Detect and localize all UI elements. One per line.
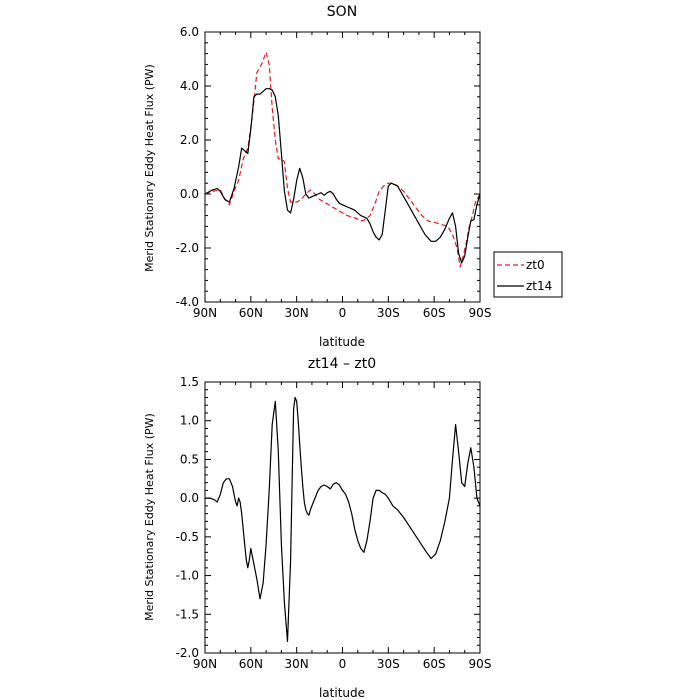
top-chart-x-tick-label: 0 bbox=[339, 306, 347, 320]
bottom-chart-x-tick-label: 90S bbox=[469, 657, 492, 671]
bottom-chart-xlabel: latitude bbox=[319, 686, 365, 700]
legend-label-zt14: zt14 bbox=[526, 279, 552, 293]
bottom-chart-y-tick-label: 1.0 bbox=[180, 414, 199, 428]
top-chart-y-tick-label: 2.0 bbox=[180, 133, 199, 147]
bottom-chart-y-tick-label: 0.5 bbox=[180, 452, 199, 466]
top-chart-y-tick-label: 0.0 bbox=[180, 187, 199, 201]
top-chart-x-tick-label: 90S bbox=[469, 306, 492, 320]
top-chart-title: SON bbox=[327, 4, 357, 20]
bottom-chart-x-tick-label: 90N bbox=[193, 657, 217, 671]
legend-label-zt0: zt0 bbox=[526, 258, 545, 272]
legend: zt0 zt14 bbox=[493, 251, 563, 298]
top-chart-series-line-zt14 bbox=[204, 88, 481, 264]
bottom-chart-y-tick-label: -0.5 bbox=[176, 530, 199, 544]
legend-box bbox=[493, 251, 563, 298]
bottom-chart-ylabel: Merid Stationary Eddy Heat Flux (PW) bbox=[143, 413, 156, 621]
top-chart-x-tick-label: 30S bbox=[377, 306, 400, 320]
top-chart: SON latitude Merid Stationary Eddy Heat … bbox=[143, 4, 563, 349]
bottom-chart-y-tick-label: -2.0 bbox=[176, 646, 199, 660]
bottom-chart-frame bbox=[204, 381, 481, 654]
bottom-chart-x-tick-label: 60S bbox=[423, 657, 446, 671]
bottom-chart-plot-area: 90N 60N 30N 0 30S 60S 90S -2.0 -1.5 -1.0 -0.5 0.0 0.… bbox=[176, 375, 492, 671]
top-chart-ylabel: Merid Stationary Eddy Heat Flux (PW) bbox=[143, 64, 156, 272]
bottom-chart: zt14 – zt0 latitude Merid Stationary Edd… bbox=[143, 356, 491, 700]
top-chart-x-tick-label: 60S bbox=[423, 306, 446, 320]
top-chart-y-tick-label: -2.0 bbox=[176, 241, 199, 255]
top-chart-x-tick-label: 30N bbox=[285, 306, 309, 320]
bottom-chart-x-tick-label: 30S bbox=[377, 657, 400, 671]
top-chart-xlabel: latitude bbox=[319, 335, 365, 349]
bottom-chart-x-tick-label: 0 bbox=[339, 657, 347, 671]
top-chart-x-tick-label: 90N bbox=[193, 306, 217, 320]
bottom-chart-y-tick-label: 0.0 bbox=[180, 491, 199, 505]
bottom-chart-title: zt14 – zt0 bbox=[308, 356, 376, 372]
top-chart-y-tick-label: 4.0 bbox=[180, 79, 199, 93]
top-chart-y-tick-label: 6.0 bbox=[180, 25, 199, 39]
bottom-chart-series-line bbox=[205, 396, 481, 643]
top-chart-y-tick-label: -4.0 bbox=[176, 295, 199, 309]
bottom-chart-y-tick-label: 1.5 bbox=[180, 375, 199, 389]
bottom-chart-y-tick-label: -1.0 bbox=[176, 569, 199, 583]
bottom-chart-y-tick-label: -1.5 bbox=[176, 607, 199, 621]
bottom-chart-x-tick-label: 60N bbox=[239, 657, 263, 671]
bottom-chart-x-tick-label: 30N bbox=[285, 657, 309, 671]
top-chart-plot-area: 90N 60N 30N 0 30S 60S 90S -4.0 -2.0 0.0 2.0 4.0 6.0 bbox=[176, 25, 492, 320]
top-chart-series-line-zt0 bbox=[204, 51, 481, 268]
top-chart-frame bbox=[204, 31, 481, 303]
top-chart-x-tick-label: 60N bbox=[239, 306, 263, 320]
